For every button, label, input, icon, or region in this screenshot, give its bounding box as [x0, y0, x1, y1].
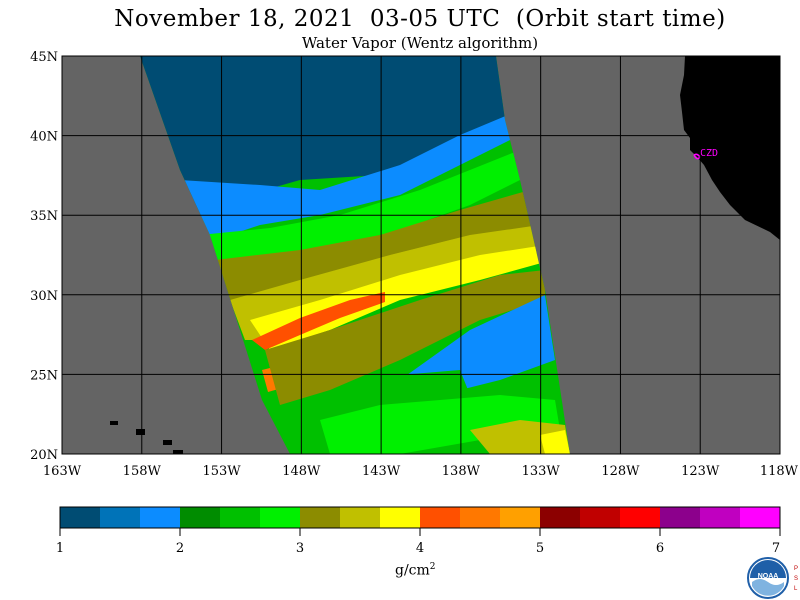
lon-label: 138W — [442, 464, 481, 479]
colorbar-swatch — [420, 507, 461, 528]
colorbar-swatch — [460, 507, 501, 528]
colorbar-swatch — [60, 507, 101, 528]
colorbar-swatch — [260, 507, 301, 528]
lon-label: 118W — [760, 464, 799, 479]
band-yellow-tip — [540, 430, 570, 454]
map-frame — [61, 55, 781, 455]
colorbar-swatch — [540, 507, 581, 528]
colorbar — [59, 506, 781, 529]
colorbar-swatch — [180, 507, 221, 528]
lat-label: 45N — [30, 50, 58, 65]
logo-side-text: P — [794, 566, 798, 572]
lat-label: 20N — [30, 448, 58, 463]
lon-label: 163W — [43, 464, 82, 479]
logo-text: NOAA — [758, 573, 779, 580]
noaa-logo: NOAA P S L — [747, 557, 798, 599]
band-olive-2 — [265, 270, 545, 405]
logo-side-text-l: L — [794, 586, 798, 592]
colorbar-swatch — [340, 507, 381, 528]
colorbar-tick-label: 4 — [416, 541, 424, 556]
lon-label: 143W — [362, 464, 401, 479]
lon-label: 153W — [202, 464, 241, 479]
station-label: CZD — [700, 148, 718, 159]
band-blue-north — [180, 110, 520, 240]
latitude-labels: 45N 40N 35N 30N 25N 20N — [30, 50, 58, 463]
colorbar-tick-label: 7 — [772, 541, 780, 556]
lon-label: 133W — [522, 464, 561, 479]
lat-label: 25N — [30, 368, 58, 383]
logo-side-text-s: S — [794, 576, 798, 582]
colorbar-tick-label: 2 — [176, 541, 184, 556]
satellite-swath — [140, 56, 570, 454]
band-green-upper — [200, 150, 530, 270]
lon-label: 123W — [681, 464, 720, 479]
colorbar-swatch — [140, 507, 181, 528]
lat-label: 40N — [30, 130, 58, 145]
band-green-lime — [320, 395, 560, 454]
map-subtitle: Water Vapor (Wentz algorithm) — [301, 34, 539, 52]
colorbar-swatch — [300, 507, 341, 528]
map-title: November 18, 2021 03-05 UTC (Orbit start… — [114, 6, 726, 32]
colorbar-tick-label: 5 — [536, 541, 544, 556]
lon-label: 128W — [601, 464, 640, 479]
colorbar-swatch — [620, 507, 661, 528]
unit-base: g/cm — [395, 562, 430, 579]
unit-exponent: 2 — [429, 562, 436, 572]
colorbar-swatch — [740, 507, 781, 528]
colorbar-swatch — [580, 507, 621, 528]
colorbar-swatch — [660, 507, 701, 528]
lon-label: 148W — [282, 464, 321, 479]
colorbar-swatch — [220, 507, 261, 528]
colorbar-tick-label: 6 — [656, 541, 664, 556]
land-mass — [110, 56, 780, 454]
lat-lon-grid — [62, 55, 780, 455]
colorbar-ticks: 1 2 3 4 5 6 7 — [56, 528, 781, 556]
band-orange-core — [252, 292, 385, 350]
colorbar-swatch — [100, 507, 141, 528]
colorbar-swatch — [500, 507, 541, 528]
lat-label: 30N — [30, 289, 58, 304]
colorbar-unit: g/cm2 — [395, 562, 436, 579]
band-olive-1 — [215, 190, 540, 305]
colorbar-tick-label: 1 — [56, 541, 64, 556]
lon-label: 158W — [123, 464, 162, 479]
colorbar-swatch — [380, 507, 421, 528]
lat-label: 35N — [30, 209, 58, 224]
longitude-labels: 163W 158W 153W 148W 143W 138W 133W 128W 123W 118W — [43, 464, 799, 479]
colorbar-swatch — [700, 507, 741, 528]
colorbar-tick-label: 3 — [296, 541, 304, 556]
